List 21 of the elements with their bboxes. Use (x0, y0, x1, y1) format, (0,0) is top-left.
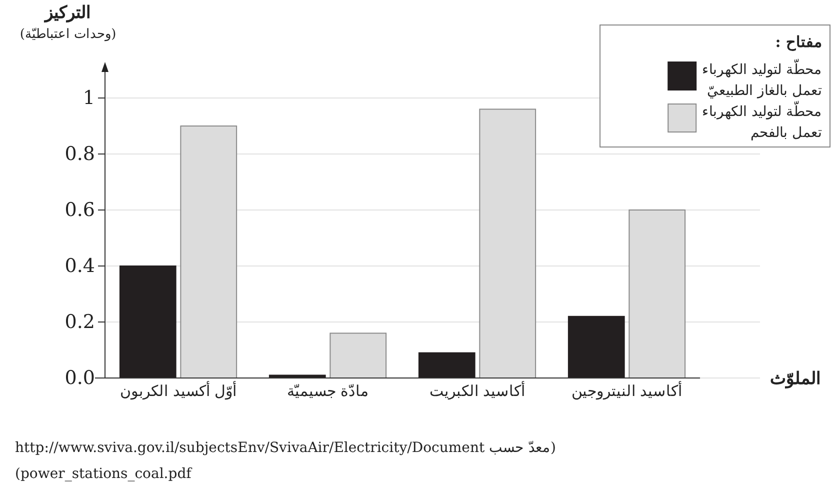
text: power_stations_coal.pdf) (15, 466, 194, 482)
bar (568, 316, 625, 378)
x-axis-title: الملوّث (770, 369, 821, 389)
y-tick-label: 0.0 (64, 367, 95, 390)
y-tick-label: 0.8 (64, 143, 95, 166)
y-tick-label: 1 (82, 87, 95, 110)
x-tick-label: أكاسيد الكبريت (429, 381, 526, 400)
y-axis-title: التركيز (وحدات اعتباطيّة) (20, 3, 116, 42)
x-tick-label: أكاسيد النيتروجين (571, 381, 682, 400)
text: (معدّ حسب http://www.sviva.gov.il/subjectsEnv/SvivaAir/Electricity/Document (15, 440, 556, 456)
y-tick-label: 0.6 (64, 199, 95, 222)
legend-label: محطّة لتوليد الكهرباء تعمل بالغاز الطبيعيّ (702, 58, 822, 99)
y-tick-label: 0.2 (64, 311, 95, 334)
bar (119, 266, 176, 378)
y-tick-label: 0.4 (64, 255, 95, 278)
legend-label: محطّة لتوليد الكهرباء تعمل بالفحم (702, 100, 822, 141)
x-tick-label: مادّة جسيميّة (286, 382, 369, 400)
bar (330, 332, 387, 378)
legend-title: مفتاح : (775, 33, 822, 51)
bar (418, 352, 476, 378)
x-tick-label: أوّل أكسيد الكربون (120, 381, 237, 400)
